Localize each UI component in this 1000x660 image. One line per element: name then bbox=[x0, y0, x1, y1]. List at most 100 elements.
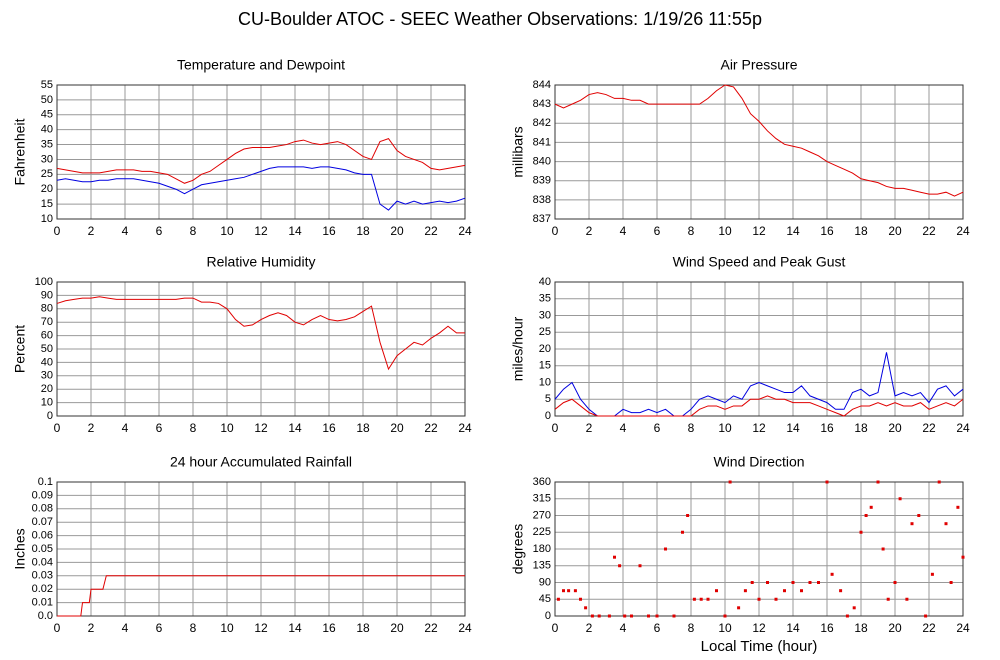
x-tick-label: 2 bbox=[88, 421, 95, 435]
x-tick-label: 12 bbox=[254, 421, 268, 435]
data-point bbox=[808, 581, 812, 584]
y-tick-label: 0.09 bbox=[32, 489, 53, 501]
x-tick-label: 10 bbox=[220, 621, 234, 635]
x-tick-label: 20 bbox=[390, 621, 404, 635]
data-point bbox=[692, 597, 696, 601]
y-tick-label: 100 bbox=[35, 276, 53, 288]
x-tick-label: 0 bbox=[54, 224, 61, 238]
data-point bbox=[876, 480, 880, 484]
panel-title: Relative Humidity bbox=[207, 254, 316, 270]
x-tick-label: 18 bbox=[356, 421, 370, 435]
y-tick-label: 0.01 bbox=[32, 597, 53, 609]
x-tick-label: 12 bbox=[752, 621, 766, 635]
x-tick-label: 20 bbox=[888, 621, 902, 635]
data-point bbox=[728, 480, 732, 484]
x-tick-label: 4 bbox=[620, 224, 627, 238]
x-tick-label: 6 bbox=[654, 621, 661, 635]
x-tick-label: 22 bbox=[922, 621, 936, 635]
data-point bbox=[924, 614, 928, 618]
y-tick-label: 135 bbox=[533, 560, 551, 572]
y-tick-label: 0.0 bbox=[38, 610, 53, 622]
data-point bbox=[556, 597, 560, 601]
x-tick-label: 2 bbox=[586, 421, 593, 435]
x-tick-label: 8 bbox=[688, 421, 695, 435]
x-tick-label: 6 bbox=[654, 421, 661, 435]
data-point bbox=[845, 614, 849, 618]
y-tick-label: 10 bbox=[539, 376, 551, 388]
data-line bbox=[554, 84, 964, 197]
plot-border bbox=[554, 84, 964, 220]
y-tick-label: 30 bbox=[539, 309, 551, 321]
data-point bbox=[910, 522, 914, 526]
data-point bbox=[623, 614, 627, 618]
y-tick-label: 25 bbox=[41, 168, 53, 180]
y-tick-label: 80 bbox=[41, 303, 53, 315]
x-tick-label: 14 bbox=[786, 421, 800, 435]
y-axis-label: miles/hour bbox=[510, 316, 526, 381]
x-tick-label: 2 bbox=[586, 621, 593, 635]
data-point bbox=[715, 589, 718, 593]
data-point bbox=[647, 614, 650, 618]
data-point bbox=[579, 597, 582, 601]
y-tick-label: 15 bbox=[539, 360, 551, 372]
x-tick-label: 6 bbox=[654, 224, 661, 238]
x-tick-label: 10 bbox=[220, 224, 234, 238]
y-tick-label: 839 bbox=[533, 175, 551, 187]
data-point bbox=[825, 480, 829, 484]
data-point bbox=[562, 589, 565, 593]
page-title: CU-Boulder ATOC - SEEC Weather Observati… bbox=[238, 9, 762, 29]
x-tick-label: 2 bbox=[88, 224, 95, 238]
x-tick-label: 8 bbox=[688, 621, 695, 635]
y-tick-label: 837 bbox=[533, 213, 551, 225]
y-tick-label: 90 bbox=[539, 576, 551, 588]
data-point bbox=[743, 589, 747, 593]
data-point bbox=[893, 581, 897, 584]
x-tick-label: 8 bbox=[190, 224, 197, 238]
y-tick-label: 5 bbox=[545, 393, 551, 405]
data-point bbox=[791, 581, 795, 584]
x-tick-label: 24 bbox=[458, 421, 472, 435]
plot-border bbox=[56, 481, 466, 617]
y-tick-label: 838 bbox=[533, 194, 551, 206]
data-line bbox=[57, 575, 465, 617]
data-point bbox=[800, 589, 803, 593]
x-tick-label: 14 bbox=[786, 621, 800, 635]
x-tick-label: 10 bbox=[718, 621, 732, 635]
data-point bbox=[917, 514, 921, 517]
data-point bbox=[607, 614, 611, 618]
y-tick-label: 90 bbox=[41, 289, 53, 301]
x-tick-label: 4 bbox=[122, 621, 129, 635]
plot-border bbox=[56, 84, 466, 220]
y-tick-label: 0.02 bbox=[32, 583, 53, 595]
x-tick-label: 14 bbox=[288, 421, 302, 435]
y-tick-label: 30 bbox=[41, 153, 53, 165]
data-line bbox=[56, 166, 466, 211]
y-tick-label: 0.03 bbox=[32, 570, 53, 582]
data-point bbox=[930, 572, 934, 576]
data-point bbox=[766, 581, 769, 584]
y-tick-label: 45 bbox=[41, 109, 53, 121]
x-tick-label: 22 bbox=[424, 224, 438, 238]
x-tick-label: 22 bbox=[424, 621, 438, 635]
x-tick-label: 20 bbox=[888, 421, 902, 435]
y-tick-label: 315 bbox=[533, 493, 551, 505]
data-point bbox=[681, 530, 684, 534]
x-tick-label: 8 bbox=[688, 224, 695, 238]
x-tick-label: 18 bbox=[854, 621, 868, 635]
x-tick-label: 22 bbox=[424, 421, 438, 435]
y-tick-label: 20 bbox=[539, 343, 551, 355]
x-tick-label: 2 bbox=[88, 621, 95, 635]
x-tick-label: 24 bbox=[458, 224, 472, 238]
x-tick-label: 20 bbox=[888, 224, 902, 238]
data-point bbox=[839, 589, 843, 593]
data-point bbox=[944, 522, 948, 526]
x-tick-label: 4 bbox=[122, 224, 129, 238]
y-tick-label: 841 bbox=[533, 136, 551, 148]
y-tick-label: 30 bbox=[41, 370, 53, 382]
data-point bbox=[774, 597, 778, 601]
y-tick-label: 0.1 bbox=[38, 476, 53, 488]
x-tick-label: 8 bbox=[190, 421, 197, 435]
y-tick-label: 843 bbox=[533, 98, 551, 110]
data-point bbox=[757, 597, 761, 601]
